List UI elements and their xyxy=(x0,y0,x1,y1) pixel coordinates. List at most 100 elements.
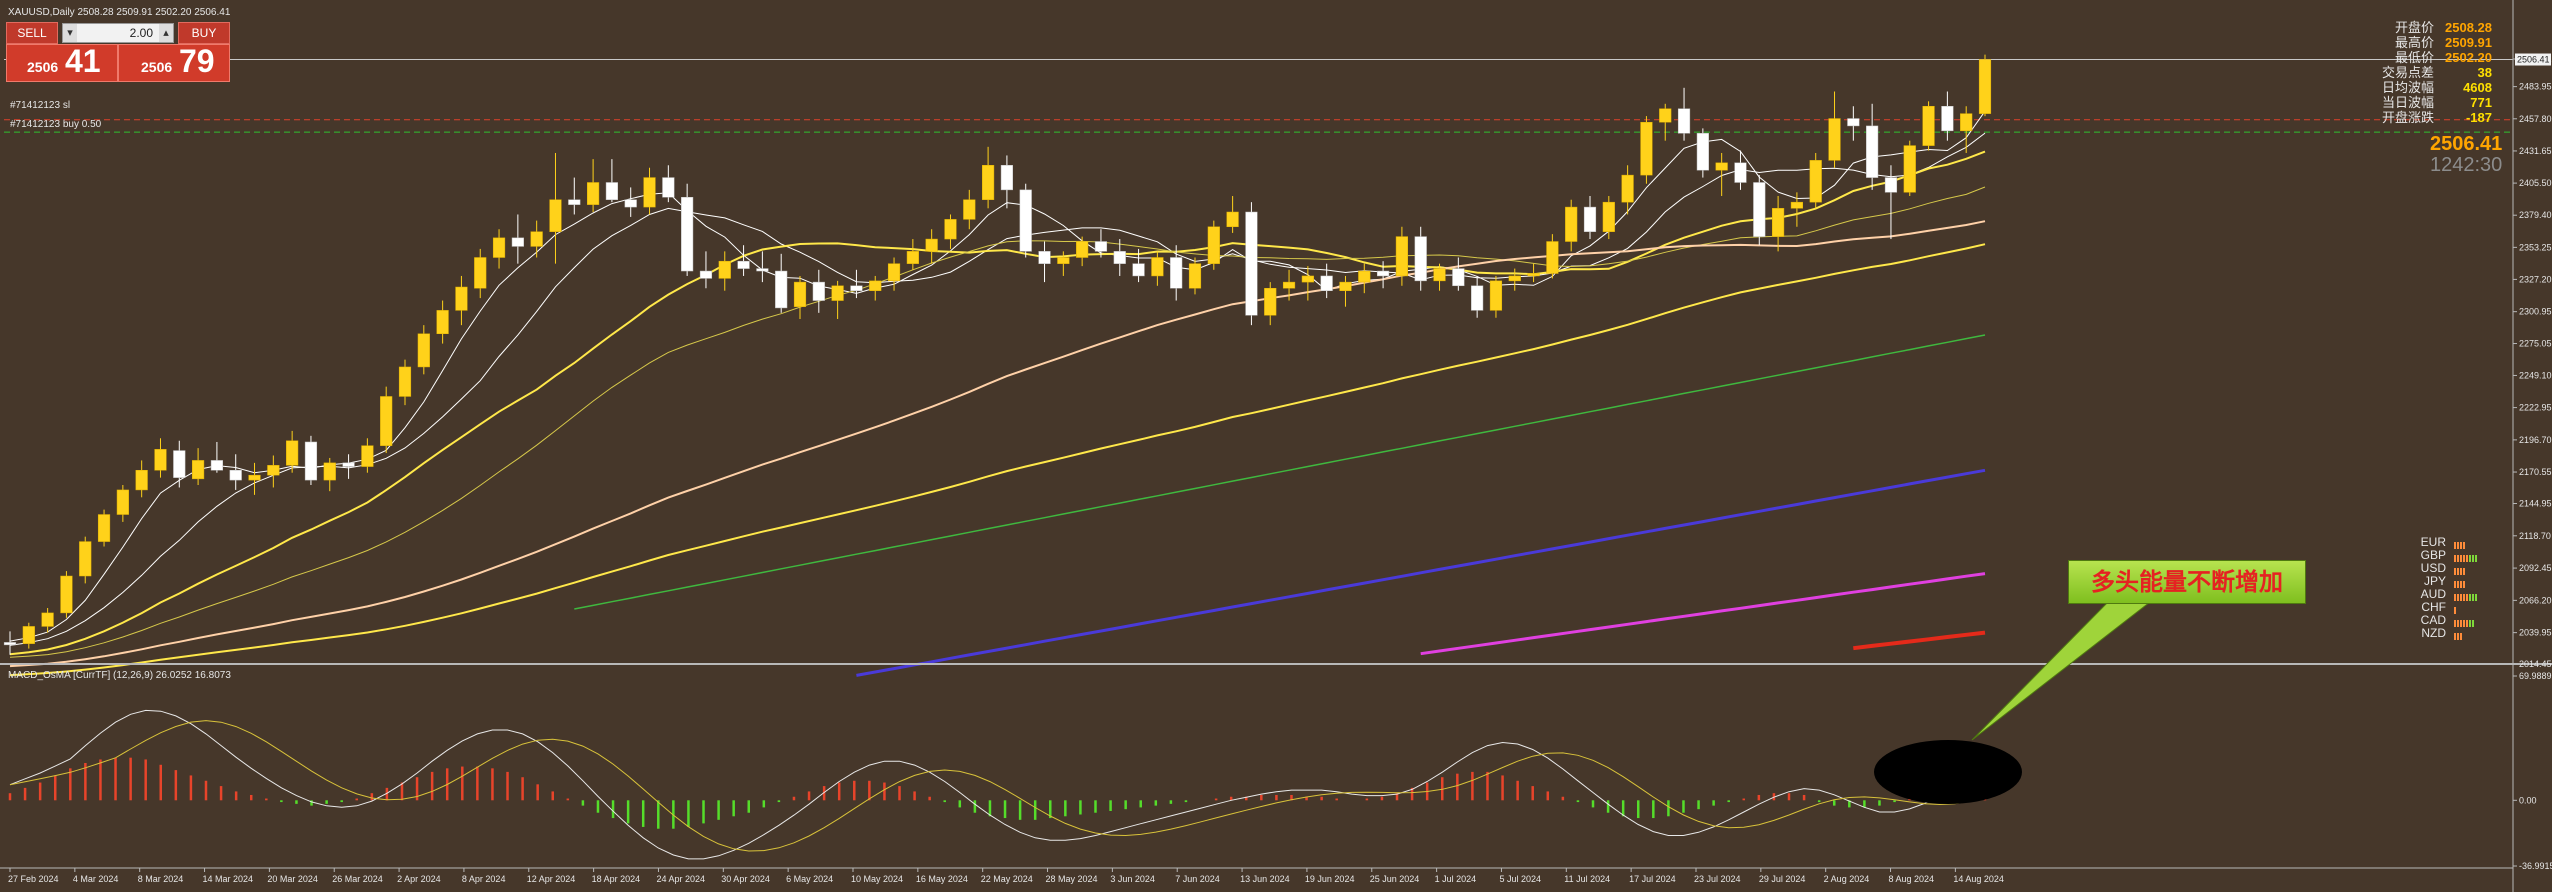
candle-body xyxy=(1715,162,1728,171)
strength-bar xyxy=(2457,555,2459,562)
candle-body xyxy=(624,199,637,208)
candle-body xyxy=(1677,108,1691,134)
strength-bar xyxy=(2472,620,2474,627)
currency-label: EUR xyxy=(2420,535,2446,549)
sell-button[interactable]: SELL xyxy=(6,22,58,44)
sell-quote-button[interactable]: 2506 41 xyxy=(6,43,118,82)
candle-body xyxy=(417,333,430,368)
y-tick-label: 2405.50 xyxy=(2519,178,2552,188)
highlight-ellipse xyxy=(1874,740,2022,804)
strength-bar xyxy=(2460,594,2462,601)
macd-y-tick-label: 0.00 xyxy=(2519,795,2537,805)
currency-row: JPY xyxy=(2414,575,2494,588)
lot-size-value[interactable]: 2.00 xyxy=(129,26,153,40)
x-tick-label: 28 May 2024 xyxy=(1046,874,1098,884)
candle-body xyxy=(380,396,393,446)
candle-body xyxy=(568,199,581,205)
candle-body xyxy=(267,465,280,476)
currency-strength-bars xyxy=(2454,565,2466,575)
strength-bar xyxy=(2454,633,2456,640)
info-label: 最低价 xyxy=(2394,50,2434,65)
main-pane xyxy=(3,54,2513,677)
candle-body xyxy=(1960,113,1973,132)
strength-bar xyxy=(2460,581,2462,588)
candle-body xyxy=(1188,263,1202,289)
x-tick-label: 26 Mar 2024 xyxy=(332,874,383,884)
lot-increase-button[interactable]: ▴ xyxy=(159,24,173,42)
candle-body xyxy=(1847,118,1860,127)
candle-body xyxy=(587,182,600,205)
ma-60-line xyxy=(9,220,1986,668)
strength-bar xyxy=(2454,555,2456,562)
candle-body xyxy=(831,285,844,301)
candle-body xyxy=(775,270,788,309)
y-tick-label: 2249.10 xyxy=(2519,370,2552,380)
candle-body xyxy=(1226,211,1239,228)
x-tick-label: 23 Jul 2024 xyxy=(1694,874,1741,884)
info-row-high: 最高价 2509.91 xyxy=(2372,35,2492,50)
y-tick-label: 2066.20 xyxy=(2519,595,2552,605)
candle-body xyxy=(342,462,355,467)
candle-body xyxy=(323,462,336,481)
strength-bar xyxy=(2460,633,2462,640)
candle-body xyxy=(1583,206,1597,232)
y-tick-label: 2144.95 xyxy=(2519,499,2552,509)
candle-body xyxy=(474,257,487,289)
currency-strength-bars xyxy=(2454,591,2478,601)
strength-bar xyxy=(2469,620,2471,627)
current-price-tag: 2506.41 xyxy=(2517,55,2550,65)
buy-quote-button[interactable]: 2506 79 xyxy=(118,43,230,82)
candle-body xyxy=(1301,275,1314,283)
currency-strength-bars xyxy=(2454,617,2475,627)
candle-body xyxy=(1508,275,1521,282)
one-click-trade-panel: SELL ▾ 2.00 ▴ BUY 2506 41 2506 79 xyxy=(6,22,230,82)
candle-body xyxy=(398,366,412,397)
lot-decrease-button[interactable]: ▾ xyxy=(63,24,77,42)
lot-size-stepper[interactable]: ▾ 2.00 ▴ xyxy=(62,23,174,43)
currency-label: NZD xyxy=(2421,626,2446,640)
candle-body xyxy=(1772,208,1785,237)
candle-body xyxy=(248,474,261,481)
candle-body xyxy=(887,263,901,282)
candle-body xyxy=(60,575,73,614)
x-tick-label: 5 Jul 2024 xyxy=(1499,874,1541,884)
candle-body xyxy=(756,268,769,272)
candle-body xyxy=(1000,165,1013,191)
candle-body xyxy=(1151,257,1164,277)
sell-quote-pips: 41 xyxy=(65,43,101,79)
currency-row: GBP xyxy=(2414,549,2494,562)
ma-250-line xyxy=(1420,572,1986,656)
candle-body xyxy=(1640,121,1653,176)
currency-row: EUR xyxy=(2414,536,2494,549)
x-tick-label: 30 Apr 2024 xyxy=(721,874,770,884)
candle-body xyxy=(681,196,694,272)
y-tick-label: 2196.70 xyxy=(2519,435,2552,445)
strength-bar xyxy=(2463,594,2465,601)
strength-bar xyxy=(2463,581,2465,588)
strength-bar xyxy=(2454,594,2456,601)
candle-body xyxy=(79,541,92,577)
candle-body xyxy=(1753,182,1766,237)
candle-body xyxy=(154,449,167,471)
strength-bar xyxy=(2457,594,2459,601)
candle-body xyxy=(1809,160,1822,203)
candle-body xyxy=(605,182,618,200)
candle-body xyxy=(643,177,656,208)
candle-body xyxy=(812,281,825,301)
info-value: 2502.20 xyxy=(2445,50,2492,65)
candle-body xyxy=(1546,241,1559,274)
x-tick-label: 16 May 2024 xyxy=(916,874,968,884)
strength-bar xyxy=(2463,542,2465,549)
candle-body xyxy=(1884,177,1898,193)
candle-body xyxy=(1207,226,1220,264)
strength-bar xyxy=(2460,542,2462,549)
buy-button[interactable]: BUY xyxy=(178,22,230,44)
y-tick-label: 2353.25 xyxy=(2519,242,2552,252)
info-value: -187 xyxy=(2465,110,2492,125)
currency-row: USD xyxy=(2414,562,2494,575)
info-value: 2509.91 xyxy=(2445,35,2492,50)
strength-bar xyxy=(2463,568,2465,575)
ma-90-line xyxy=(9,243,1986,677)
candle-body xyxy=(1565,206,1578,242)
